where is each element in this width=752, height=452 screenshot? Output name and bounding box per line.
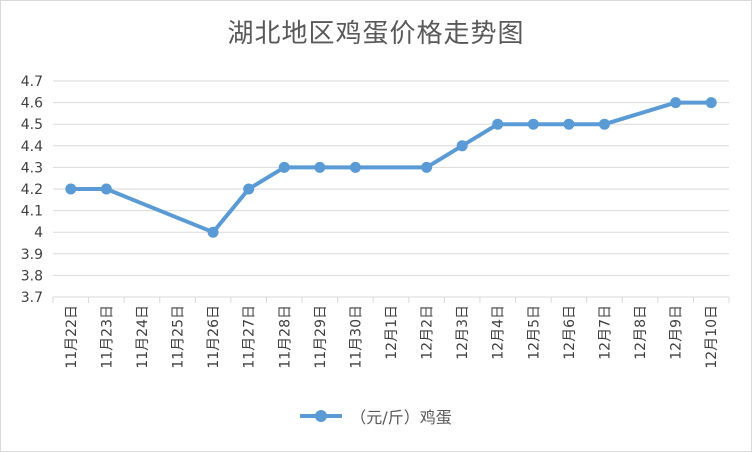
- legend-label: （元/斤）鸡蛋: [350, 408, 452, 427]
- y-tick-label: 4.3: [21, 160, 43, 176]
- legend: （元/斤）鸡蛋: [1, 404, 751, 428]
- data-point: [100, 183, 112, 195]
- data-point: [314, 161, 326, 173]
- data-point: [492, 118, 504, 130]
- data-point: [705, 97, 717, 109]
- data-point: [563, 118, 575, 130]
- x-tick-label: 12月9日: [669, 305, 685, 360]
- data-point: [65, 183, 77, 195]
- x-tick-label: 12月5日: [526, 305, 542, 360]
- data-point: [456, 140, 468, 152]
- y-tick-label: 3.8: [21, 268, 43, 284]
- x-tick-label: 12月7日: [597, 305, 613, 360]
- chart-title: 湖北地区鸡蛋价格走势图: [227, 19, 525, 49]
- y-tick-label: 4.1: [21, 204, 43, 220]
- x-tick-label: 11月25日: [171, 305, 187, 369]
- x-tick-label: 12月2日: [420, 305, 436, 360]
- x-tick-label: 11月23日: [99, 305, 115, 369]
- x-tick-label: 11月24日: [135, 305, 151, 369]
- y-tick-label: 3.7: [21, 290, 43, 306]
- y-tick-label: 3.9: [21, 247, 43, 263]
- data-point: [421, 161, 433, 173]
- x-tick-label: 11月26日: [206, 305, 222, 369]
- x-tick-label: 12月3日: [455, 305, 471, 360]
- data-point: [670, 97, 682, 109]
- x-tick-label: 11月27日: [242, 305, 258, 369]
- y-tick-label: 4: [34, 225, 43, 241]
- x-tick-label: 11月30日: [348, 305, 364, 369]
- y-tick-label: 4.7: [21, 74, 43, 90]
- x-tick-label: 12月8日: [633, 305, 649, 360]
- y-tick-label: 4.2: [21, 182, 43, 198]
- data-point: [349, 161, 361, 173]
- x-tick-label: 12月4日: [491, 305, 507, 360]
- data-point: [207, 226, 219, 238]
- x-tick-label: 12月10日: [704, 305, 720, 369]
- x-tick-label: 11月22日: [64, 305, 80, 369]
- data-point: [278, 161, 290, 173]
- x-tick-label: 12月6日: [562, 305, 578, 360]
- y-tick-label: 4.6: [21, 96, 43, 112]
- data-point: [527, 118, 539, 130]
- y-tick-label: 4.5: [21, 117, 43, 133]
- data-point: [243, 183, 255, 195]
- x-tick-label: 11月29日: [313, 305, 329, 369]
- x-tick-label: 11月28日: [277, 305, 293, 369]
- y-tick-label: 4.4: [21, 139, 43, 155]
- legend-line-marker-icon: [300, 407, 343, 425]
- x-tick-label: 12月1日: [384, 305, 400, 360]
- data-point: [598, 118, 610, 130]
